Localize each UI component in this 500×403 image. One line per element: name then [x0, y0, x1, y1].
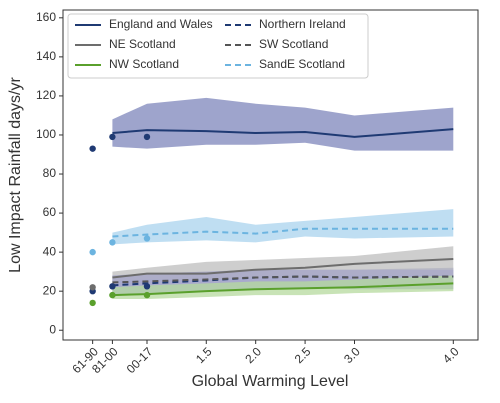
series-line	[112, 275, 454, 284]
observed-point	[143, 133, 151, 141]
y-tick-label: 140	[36, 49, 56, 63]
observed-point	[109, 133, 116, 141]
x-tick-label: 2.0	[242, 344, 264, 366]
legend-label: SandE Scotland	[259, 57, 345, 71]
x-axis-label: Global Warming Level	[192, 373, 349, 390]
observed-point	[89, 248, 96, 256]
band	[112, 275, 454, 299]
y-tick-label: 120	[36, 88, 56, 102]
observed-point	[89, 284, 96, 291]
y-tick-label: 20	[43, 283, 57, 297]
observed-point	[109, 291, 116, 299]
observed-point	[143, 283, 151, 290]
band	[112, 97, 454, 151]
observed-point	[143, 291, 151, 299]
series-line	[112, 128, 454, 138]
x-tick-label: 3.0	[341, 344, 363, 366]
y-tick-label: 40	[43, 244, 57, 258]
observed-point	[89, 299, 96, 307]
legend-label: SW Scotland	[259, 37, 328, 51]
legend-label: Northern Ireland	[259, 17, 346, 31]
plot-frame	[62, 9, 479, 341]
series-line	[112, 227, 454, 238]
y-tick-label: 80	[43, 166, 57, 180]
observed-point	[109, 283, 116, 290]
observed-point	[109, 239, 116, 246]
x-tick-label: 4.0	[440, 344, 462, 366]
y-tick-label: 0	[49, 322, 56, 336]
observed-point	[143, 235, 151, 242]
x-tick-label: 00-17	[124, 344, 156, 376]
observed-point	[89, 145, 96, 152]
band	[112, 209, 454, 245]
legend-label: England and Wales	[109, 17, 213, 31]
legend-label: NE Scotland	[109, 37, 176, 51]
x-tick-label: 1.5	[193, 344, 215, 366]
series-line	[112, 257, 454, 279]
legend-label: NW Scotland	[109, 57, 179, 71]
y-tick-label: 160	[36, 10, 56, 24]
y-tick-label: 100	[36, 127, 56, 141]
y-tick-label: 60	[43, 205, 57, 219]
y-axis-label: Low Impact Rainfall days/yr	[7, 77, 24, 273]
legend-frame	[67, 13, 369, 79]
x-tick-label: 2.5	[292, 344, 314, 366]
